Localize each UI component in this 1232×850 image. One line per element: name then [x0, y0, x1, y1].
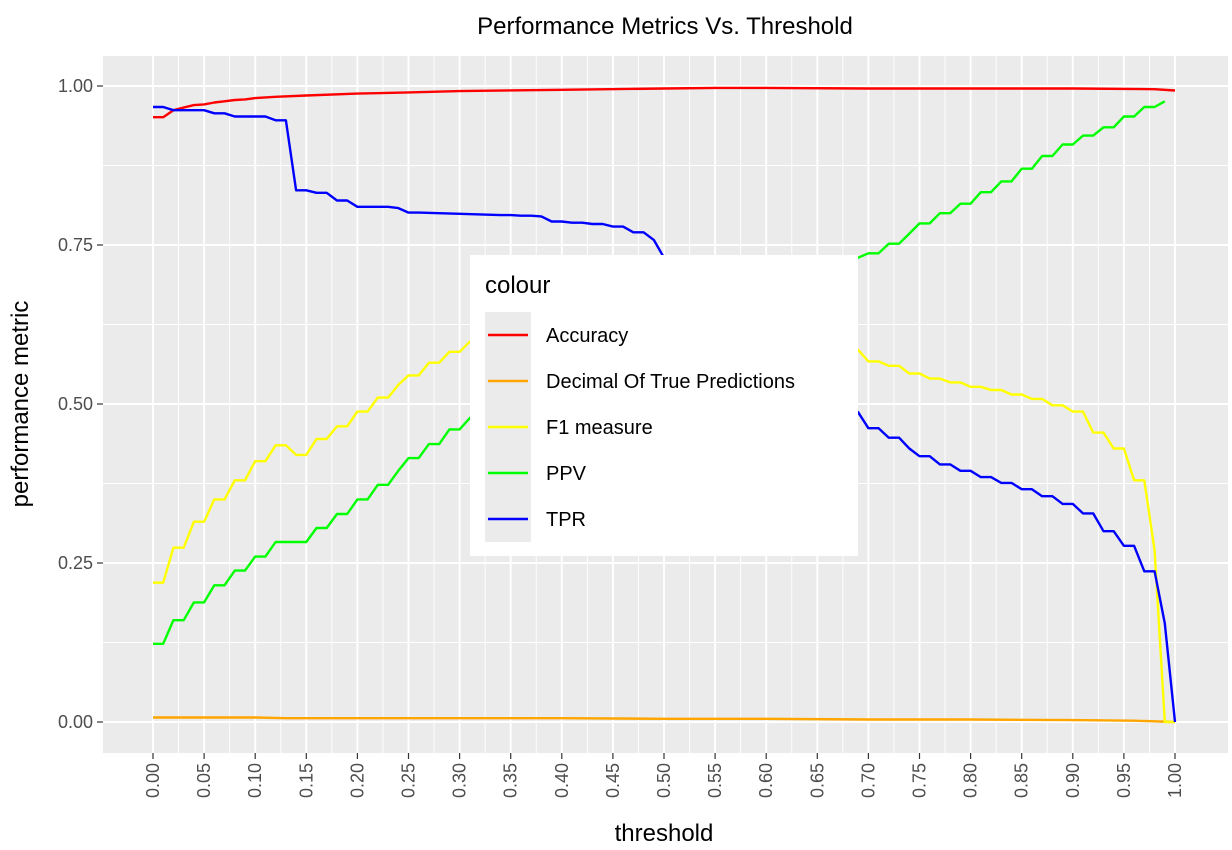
x-tick-label: 0.40 — [552, 763, 572, 798]
legend-title: colour — [485, 272, 550, 299]
legend-entries: Accuracy Decimal Of True Predictions F1 me… — [485, 312, 795, 542]
x-axis-title: threshold — [615, 820, 714, 847]
y-tick-label: 0.75 — [58, 235, 93, 255]
series-line-accuracy — [153, 86, 1176, 119]
x-tick-label: 0.45 — [603, 763, 623, 798]
legend-entry-label: Accuracy — [546, 325, 628, 347]
x-tick-label: 0.15 — [296, 763, 316, 798]
x-tick-label: 0.90 — [1063, 763, 1083, 798]
chart-title: Performance Metrics Vs. Threshold — [477, 13, 853, 40]
y-tick-label: 0.25 — [58, 553, 93, 573]
x-tick-label: 0.25 — [399, 763, 419, 798]
x-tick-label: 0.55 — [705, 763, 725, 798]
x-tick-label: 0.80 — [961, 763, 981, 798]
legend: colour Accuracy Decimal Of True Predictio… — [470, 255, 858, 556]
x-axis-ticks: 0.00 0.05 0.10 0.15 0.20 0.25 0.30 0.35 0.40 0.45… — [143, 753, 1185, 798]
x-tick-label: 0.00 — [143, 763, 163, 798]
legend-entry-label: TPR — [546, 509, 586, 531]
y-tick-label: 0.50 — [58, 394, 93, 414]
legend-entry-label: F1 measure — [546, 417, 653, 439]
x-tick-label: 0.65 — [807, 763, 827, 798]
legend-entry-label: PPV — [546, 463, 587, 485]
x-tick-label: 0.50 — [654, 763, 674, 798]
y-axis-ticks: 0.00 0.25 0.50 0.75 1.00 — [58, 76, 103, 732]
y-tick-label: 1.00 — [58, 76, 93, 96]
series-line-tpr — [153, 105, 1177, 723]
x-tick-label: 0.85 — [1012, 763, 1032, 798]
x-tick-label: 0.20 — [347, 763, 367, 798]
x-tick-label: 0.70 — [858, 763, 878, 798]
y-tick-label: 0.00 — [58, 712, 93, 732]
x-tick-label: 0.95 — [1114, 763, 1134, 798]
y-axis-title: performance metric — [7, 301, 34, 508]
x-tick-label: 0.75 — [910, 763, 930, 798]
x-tick-label: 1.00 — [1165, 763, 1185, 798]
series-line-decimal-of-true-predictions — [153, 716, 1176, 724]
x-tick-label: 0.05 — [194, 763, 214, 798]
x-tick-label: 0.30 — [450, 763, 470, 798]
legend-box — [470, 255, 858, 556]
x-tick-label: 0.35 — [501, 763, 521, 798]
legend-entry-label: Decimal Of True Predictions — [546, 371, 795, 393]
x-tick-label: 0.10 — [245, 763, 265, 798]
x-tick-label: 0.60 — [756, 763, 776, 798]
